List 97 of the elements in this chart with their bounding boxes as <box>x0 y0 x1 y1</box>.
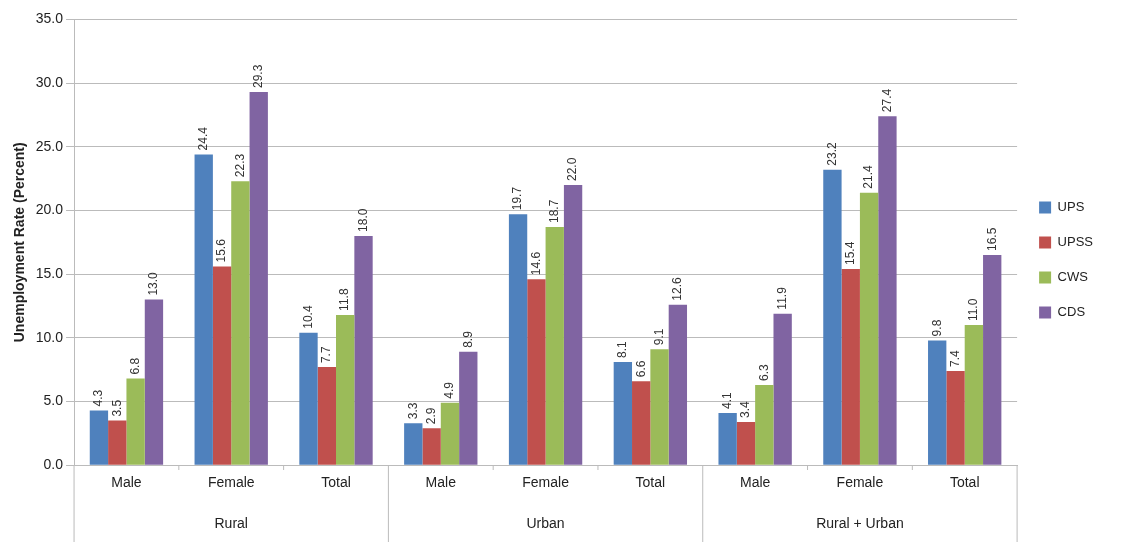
bar <box>841 269 860 465</box>
data-label: 15.6 <box>214 238 229 263</box>
bar <box>336 314 355 465</box>
y-axis-title: Unemployment Rate (Percent) <box>11 142 28 343</box>
x-tick-label: Female <box>207 474 255 491</box>
bar <box>823 169 842 465</box>
x-tick-label: Female <box>836 474 884 491</box>
legend-label: UPSS <box>1057 234 1094 250</box>
data-label: 6.3 <box>756 363 771 381</box>
bar <box>108 420 127 465</box>
data-label: 29.3 <box>251 64 266 88</box>
bar <box>983 255 1002 465</box>
data-label: 24.4 <box>196 126 211 151</box>
y-tick-label: 35.0 <box>35 10 64 27</box>
x-tick-label: Male <box>111 474 142 491</box>
data-label: 14.6 <box>528 251 543 276</box>
data-label: 22.0 <box>565 157 580 181</box>
x-tick-label: Male <box>739 474 771 491</box>
bar <box>946 370 965 465</box>
data-label: 8.9 <box>460 330 475 348</box>
bar <box>144 299 164 465</box>
bar <box>299 332 318 465</box>
data-label: 3.4 <box>738 400 753 418</box>
data-label: 21.4 <box>861 164 876 189</box>
data-label: 11.0 <box>966 298 981 322</box>
bar <box>878 116 897 465</box>
data-label: 3.3 <box>405 402 420 420</box>
bar <box>964 325 984 465</box>
text: Rural + Urban <box>816 514 904 531</box>
data-label: 4.9 <box>442 381 457 399</box>
data-label: 10.4 <box>300 305 315 329</box>
bar <box>527 279 546 465</box>
bar <box>563 184 583 465</box>
data-label: 13.0 <box>146 271 161 296</box>
data-label: 9.1 <box>651 328 666 346</box>
data-label: 11.9 <box>774 286 789 310</box>
data-label: 3.5 <box>109 399 124 417</box>
bar <box>755 384 774 465</box>
y-tick-label: 5.0 <box>43 392 64 409</box>
bar <box>632 381 651 465</box>
data-label: 7.4 <box>947 349 962 367</box>
bar <box>440 402 460 465</box>
x-tick-label: Total <box>635 474 666 491</box>
text: Rural <box>214 514 248 531</box>
y-tick-label: 15.0 <box>35 265 64 281</box>
bar <box>508 214 528 465</box>
bar <box>859 192 879 465</box>
bar <box>650 349 669 465</box>
bar <box>422 428 441 465</box>
data-label: 4.1 <box>719 391 734 409</box>
data-label: 19.7 <box>510 186 525 211</box>
bar <box>89 410 109 465</box>
bar <box>194 154 213 465</box>
y-tick-label: 20.0 <box>35 201 64 218</box>
data-label: 16.5 <box>984 227 999 252</box>
y-tick-label: 0.0 <box>43 456 64 473</box>
bar <box>354 235 373 465</box>
data-label: 18.0 <box>355 208 370 232</box>
legend-label: CDS <box>1057 304 1086 320</box>
data-label: 9.8 <box>929 319 944 337</box>
bar <box>126 378 145 465</box>
bar <box>249 92 268 465</box>
data-label: 7.7 <box>319 346 334 364</box>
bar <box>928 340 947 465</box>
bar <box>459 351 478 465</box>
legend-label: CWS <box>1057 269 1089 285</box>
data-label: 2.9 <box>423 407 438 425</box>
bar <box>404 423 423 465</box>
bar <box>545 227 564 465</box>
x-tick-label: Total <box>321 474 351 491</box>
bar <box>668 304 688 465</box>
x-tick-label: Female <box>522 474 570 491</box>
data-label: 11.8 <box>337 288 352 311</box>
bar <box>212 266 232 465</box>
data-label: 18.7 <box>547 199 562 224</box>
data-label: 6.8 <box>127 357 142 375</box>
data-label: 4.3 <box>91 389 106 407</box>
data-label: 27.4 <box>879 88 894 113</box>
x-tick-label: Total <box>949 474 980 491</box>
data-label: 22.3 <box>232 153 247 178</box>
y-tick-label: 25.0 <box>35 137 64 154</box>
bar <box>718 412 737 465</box>
data-label: 8.1 <box>615 341 630 359</box>
data-label: 15.4 <box>843 241 858 266</box>
bar <box>736 421 756 465</box>
y-tick-label: 10.0 <box>35 328 64 345</box>
x-tick-label: Male <box>425 474 457 491</box>
data-label: 23.2 <box>824 142 839 166</box>
y-tick-label: 30.0 <box>35 73 64 90</box>
bar <box>231 181 250 465</box>
bar <box>773 313 792 465</box>
legend-label: UPS <box>1057 199 1085 215</box>
text: Urban <box>526 514 565 531</box>
bar <box>317 367 337 465</box>
data-label: 12.6 <box>670 277 685 301</box>
bar <box>613 362 633 465</box>
data-label: 6.6 <box>633 360 648 378</box>
